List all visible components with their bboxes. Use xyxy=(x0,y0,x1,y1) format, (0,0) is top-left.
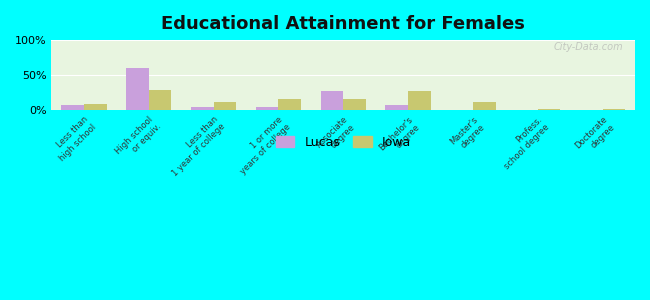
Bar xyxy=(61,105,84,110)
Bar xyxy=(255,107,278,110)
Bar xyxy=(320,91,343,110)
Bar xyxy=(214,102,236,110)
Bar xyxy=(149,90,172,110)
Legend: Lucas, Iowa: Lucas, Iowa xyxy=(270,131,416,154)
Bar xyxy=(538,109,560,110)
Bar xyxy=(603,109,625,110)
Text: City-Data.com: City-Data.com xyxy=(554,42,623,52)
Bar xyxy=(191,107,214,110)
Bar xyxy=(84,104,107,110)
Bar xyxy=(385,105,408,110)
Bar xyxy=(126,68,149,110)
Title: Educational Attainment for Females: Educational Attainment for Females xyxy=(161,15,525,33)
Bar xyxy=(473,102,495,110)
Bar xyxy=(343,100,366,110)
Bar xyxy=(278,99,301,110)
Bar xyxy=(408,91,431,110)
